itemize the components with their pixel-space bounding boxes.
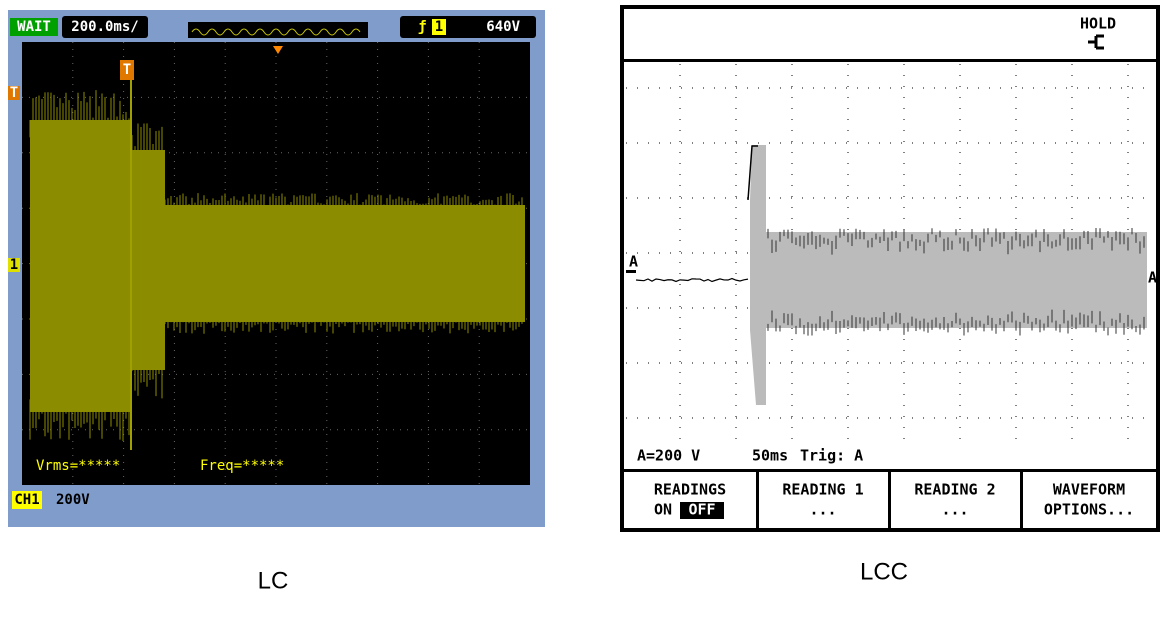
band	[30, 120, 130, 412]
softkey-label: ...	[809, 501, 836, 519]
channel-marker: 1	[10, 257, 18, 273]
channel: CH1	[14, 492, 39, 508]
trigger-channel: 1	[435, 19, 443, 35]
trigger-marker: T	[123, 62, 131, 78]
softkey-label: READING 1	[782, 481, 863, 499]
caption: LCC	[860, 558, 908, 585]
level-marker: T	[10, 85, 18, 101]
softkey-label: ...	[941, 501, 968, 519]
trigger: Trig: A	[800, 447, 863, 465]
edge-icon: ƒ	[418, 19, 426, 35]
softkey-label: ON	[654, 501, 672, 519]
measurement: Vrms=*****	[36, 458, 120, 474]
figure: WAIT 200.0ms/ ƒ 1 640V T T 1 Vrms=***** …	[0, 0, 1160, 622]
caption: LC	[258, 567, 289, 594]
right-header	[624, 9, 1156, 59]
softkey-label: OFF	[688, 501, 715, 519]
measurement: Freq=*****	[200, 458, 284, 474]
channel-scale: 200V	[56, 492, 90, 508]
softkey-label: WAVEFORM	[1053, 481, 1125, 499]
trace-label: A	[629, 253, 638, 271]
softkey-label: READING 2	[914, 481, 995, 499]
timebase: 200.0ms/	[71, 19, 138, 35]
status: WAIT	[17, 19, 51, 35]
trace-marker	[626, 270, 636, 273]
trace-label: A	[1148, 269, 1157, 287]
trigger-level: 640V	[486, 19, 520, 35]
hold: HOLD	[1080, 15, 1116, 33]
scale: A=200 V	[637, 447, 700, 465]
softkey-label: READINGS	[654, 481, 726, 499]
softkey-label: OPTIONS...	[1044, 501, 1134, 519]
timebase: 50ms	[752, 447, 788, 465]
